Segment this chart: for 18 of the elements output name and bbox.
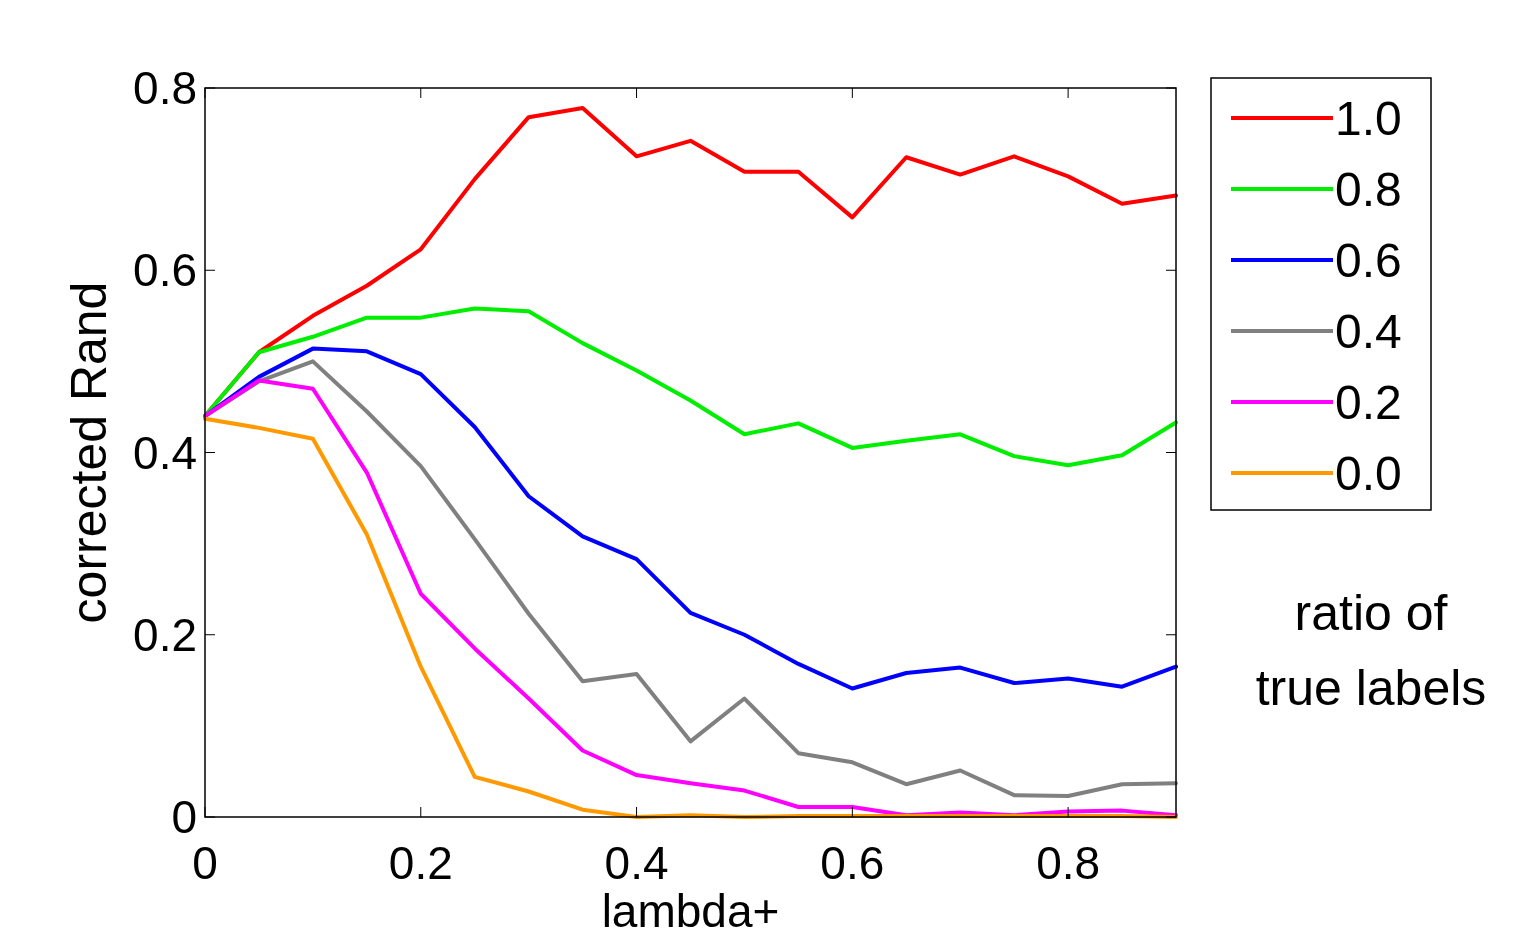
y-tick-label: 0 (171, 791, 197, 843)
y-tick-label: 0.8 (133, 62, 197, 114)
legend-label: 1.0 (1335, 92, 1402, 145)
x-tick-label: 0.8 (1036, 837, 1101, 889)
legend-label: 0.2 (1335, 376, 1402, 429)
x-tick-label: 0.6 (820, 837, 885, 889)
x-tick-label: 0.2 (388, 837, 453, 889)
y-tick-label: 0.6 (133, 244, 197, 297)
line-series (203, 346, 1178, 691)
legend-label: 0.0 (1335, 447, 1402, 500)
y-axis-title: corrected Rand (61, 281, 117, 624)
legend-label: 0.6 (1335, 234, 1402, 287)
legend-title: ratio of true labels (1255, 585, 1487, 716)
y-tick-label: 0.4 (133, 426, 197, 479)
legend-label: 0.8 (1335, 163, 1402, 216)
line-series (203, 306, 1178, 468)
y-tick-label: 0.2 (133, 608, 197, 661)
legend-label: 0.4 (1335, 305, 1402, 358)
